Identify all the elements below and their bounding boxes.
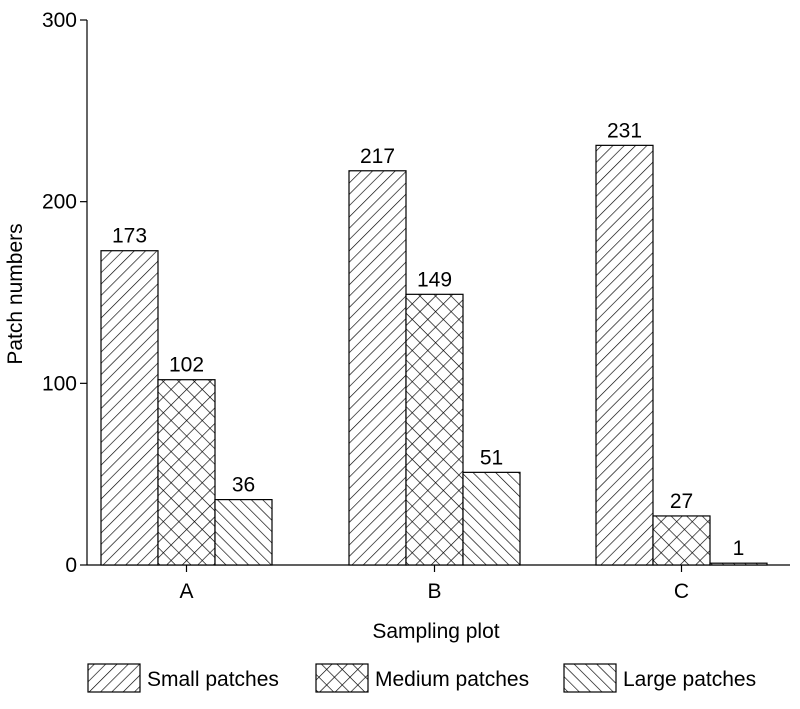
bar-B-series-0 xyxy=(348,170,407,566)
y-axis-title: Patch numbers xyxy=(4,223,27,364)
y-tick-label-0: 0 xyxy=(65,554,77,577)
bar-A-series-1 xyxy=(157,379,216,566)
bar-C-series-1 xyxy=(652,515,711,566)
bar-B-series-1 xyxy=(405,293,464,566)
y-axis: 0 100 200 300 xyxy=(42,9,88,577)
x-axis: A B C xyxy=(87,564,790,603)
data-label-A-series-2: 36 xyxy=(232,474,255,497)
y-tick-label-200: 200 xyxy=(42,191,77,214)
data-label-A-series-1: 102 xyxy=(169,354,204,377)
legend-label-2: Large patches xyxy=(623,668,756,691)
legend: Small patches Medium patches Large patches xyxy=(87,663,756,693)
legend-label-1: Medium patches xyxy=(375,668,529,691)
x-tick-label-B: B xyxy=(427,580,441,603)
data-label-C-series-2: 1 xyxy=(733,537,745,560)
legend-swatch-1 xyxy=(315,663,369,693)
data-label-B-series-1: 149 xyxy=(417,268,452,291)
bar-A-series-2 xyxy=(214,499,273,566)
bars-group xyxy=(100,144,768,566)
bar-C-series-2 xyxy=(709,562,768,566)
x-tick-label-C: C xyxy=(674,580,689,603)
x-axis-title: Sampling plot xyxy=(372,620,499,643)
data-label-C-series-1: 27 xyxy=(670,490,693,513)
y-tick-label-300: 300 xyxy=(42,9,77,32)
y-tick-label-100: 100 xyxy=(42,372,77,395)
bar-C-series-0 xyxy=(595,144,654,566)
bar-B-series-2 xyxy=(462,471,521,566)
legend-swatch-2 xyxy=(563,663,617,693)
data-label-C-series-0: 231 xyxy=(607,119,642,142)
data-labels-group: 173 102 36 217 149 51 231 27 1 xyxy=(112,119,744,560)
legend-swatch-0 xyxy=(87,663,141,693)
data-label-A-series-0: 173 xyxy=(112,225,147,248)
bar-A-series-0 xyxy=(100,250,159,566)
data-label-B-series-0: 217 xyxy=(360,145,395,168)
data-label-B-series-2: 51 xyxy=(480,446,503,469)
x-tick-label-A: A xyxy=(179,580,193,603)
legend-label-0: Small patches xyxy=(147,668,279,691)
